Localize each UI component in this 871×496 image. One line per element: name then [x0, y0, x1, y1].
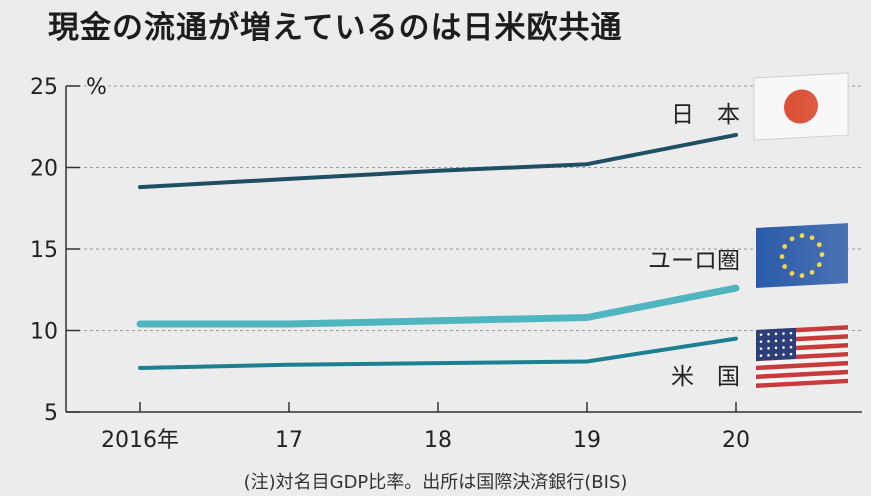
- series-label: ユーロ圏: [648, 248, 740, 274]
- y-tick-label: 20: [30, 157, 58, 182]
- x-tick-label: 18: [424, 428, 452, 453]
- series-line: [138, 132, 738, 190]
- us-flag-star: [759, 354, 763, 358]
- us-flag-star: [774, 346, 778, 350]
- y-axis-unit: %: [86, 75, 107, 100]
- us-flag-star: [767, 333, 770, 336]
- x-tick-label: 19: [573, 428, 601, 453]
- series-line: [138, 336, 738, 370]
- japan-flag-icon: [753, 72, 849, 141]
- us-flag-star: [782, 332, 785, 335]
- us-flag-star: [767, 354, 770, 357]
- us-flag-star: [789, 338, 793, 342]
- us-flag-star: [789, 331, 793, 335]
- us-flag-star: [774, 339, 778, 343]
- series-label: 日 本: [671, 102, 740, 128]
- y-tick-label: 10: [30, 320, 58, 345]
- us-flag-star: [782, 346, 785, 349]
- us-flag-stripe: [756, 360, 848, 371]
- us-flag-star: [782, 339, 785, 342]
- eu-flag-shade: [756, 223, 848, 288]
- flags: [753, 72, 849, 388]
- us-flag-stripe: [756, 378, 848, 388]
- y-tick-label: 15: [30, 238, 58, 263]
- us-flag-icon: [756, 325, 848, 388]
- us-flag-star: [759, 340, 763, 344]
- series-label: 米 国: [671, 364, 740, 390]
- us-flag-star: [782, 353, 785, 356]
- us-flag-star: [759, 333, 763, 337]
- us-flag-star: [759, 347, 763, 351]
- us-flag-star: [767, 347, 770, 350]
- grid-lines: [66, 85, 862, 331]
- japan-flag-shade: [754, 73, 848, 140]
- source-note: (注)対名目GDP比率。出所は国際決済銀行(BIS): [243, 472, 628, 493]
- us-flag-star: [789, 345, 793, 349]
- series-lines: [136, 132, 740, 370]
- us-flag-star: [774, 332, 778, 336]
- us-flag-star: [774, 353, 778, 357]
- us-flag-star: [767, 340, 770, 343]
- us-flag-stripe: [756, 369, 848, 380]
- series-line: [136, 284, 740, 328]
- axes: 5 10 15 20 25 % 2016年 17 18 19 20: [30, 75, 862, 453]
- y-tick-label: 25: [30, 75, 58, 100]
- us-flag-canton: [756, 327, 796, 361]
- eu-flag-icon: [756, 223, 848, 288]
- y-tick-label: 5: [44, 401, 58, 426]
- chart-title: 現金の流通が増えているのは日米欧共通: [48, 10, 623, 46]
- us-flag-star: [789, 352, 793, 356]
- x-tick-label: 17: [275, 428, 303, 453]
- x-tick-label: 20: [722, 428, 750, 453]
- x-tick-label: 2016年: [101, 428, 179, 453]
